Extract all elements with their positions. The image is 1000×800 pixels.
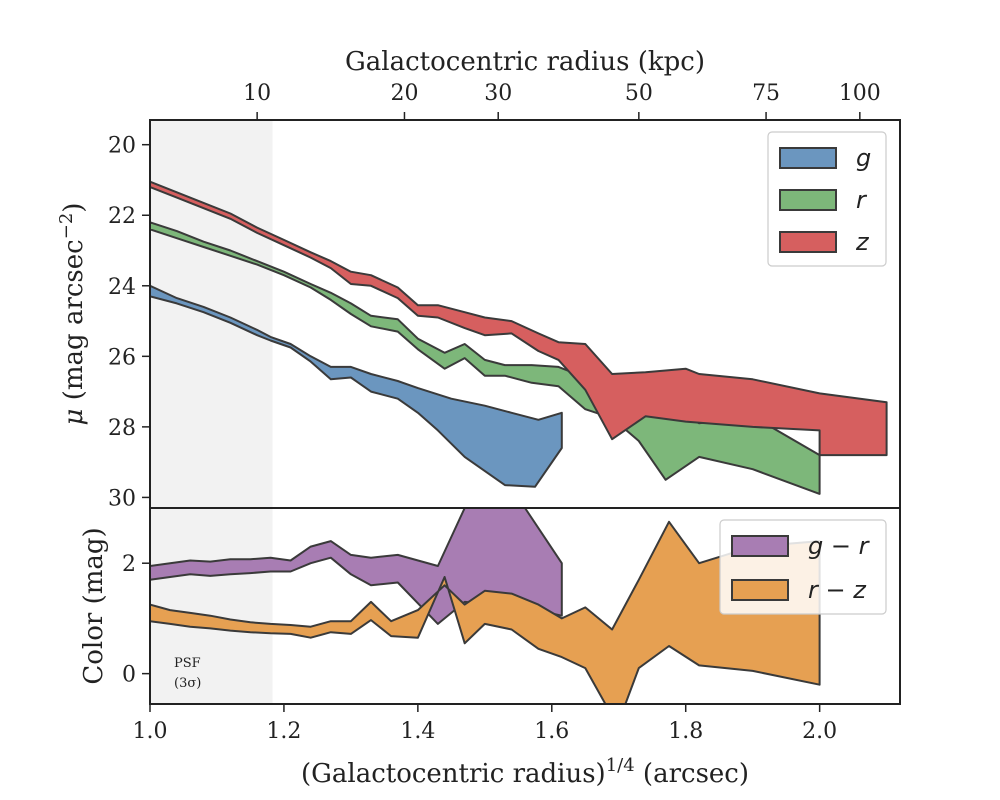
bottom-y-axis-label: Color (mag) <box>79 527 109 684</box>
ylabel-superscript: −2 <box>56 213 77 240</box>
top-legend: grz <box>767 131 887 267</box>
legend-swatch-0 <box>731 535 789 557</box>
legend-label-0: g <box>856 144 871 172</box>
bottom-xtick-label: 2.0 <box>802 719 837 744</box>
bottom-y-ticks: 02 <box>122 552 150 688</box>
legend-swatch-0 <box>779 147 837 169</box>
bottom-x-ticks: 1.0 1.2 1.4 1.6 1.8 2.0 <box>133 704 837 744</box>
top-series-layer <box>150 180 888 495</box>
top-y-ticks: 20 22 24 26 28 30 <box>108 134 150 511</box>
bottom-ytick-label: 0 <box>122 663 136 688</box>
top-y-axis-label: μ (mag arcsec−2) <box>56 203 89 426</box>
bottom-ytick-label: 2 <box>122 552 136 577</box>
top-ytick-label: 24 <box>108 275 136 300</box>
bottom-legend: g − r r − z <box>719 519 887 615</box>
bottom-xtick-label: 1.4 <box>400 719 435 744</box>
psf-annotation-line2: (3σ) <box>174 676 201 691</box>
top-axis-tick-label: 20 <box>390 81 418 106</box>
bottom-xtick-label: 1.6 <box>534 719 569 744</box>
top-ytick-label: 30 <box>108 486 136 511</box>
ylabel-mu: μ <box>59 409 89 426</box>
bottom-xtick-label: 1.2 <box>266 719 301 744</box>
legend-label-0: g − r <box>808 532 871 560</box>
ylabel-units: (mag arcsec <box>59 239 89 408</box>
top-axis-tick-label: 10 <box>243 81 271 106</box>
top-axis-title: Galactocentric radius (kpc) <box>345 47 705 77</box>
xlabel-units: (arcsec) <box>635 759 749 789</box>
bottom-xtick-label: 1.8 <box>668 719 703 744</box>
top-axis-ticks: 10 20 30 50 75 100 <box>243 81 881 120</box>
top-ytick-label: 28 <box>108 416 136 441</box>
psf-annotation-line1: PSF <box>174 656 201 671</box>
legend-label-1: r <box>856 186 868 214</box>
ylabel-close: ) <box>59 203 89 213</box>
top-axis-tick-label: 75 <box>752 81 780 106</box>
top-panel: 20 22 24 26 28 30 10 20 30 50 75 100 Galactocentri… <box>56 47 901 511</box>
xlabel-main: (Galactocentric radius) <box>301 759 606 789</box>
top-ytick-label: 22 <box>108 204 136 229</box>
bottom-panel: 02 1.0 1.2 1.4 1.6 1.8 2.0 PSF (3σ) Color (ma… <box>79 507 901 789</box>
band-color-g-r <box>150 508 563 625</box>
band-g <box>150 284 563 488</box>
legend-label-2: z <box>855 228 870 256</box>
band-color-r-z <box>150 520 821 704</box>
top-axis-tick-label: 30 <box>484 81 512 106</box>
top-ytick-label: 20 <box>108 134 136 159</box>
bottom-series-layer <box>150 508 821 704</box>
legend-swatch-2 <box>779 231 837 253</box>
bottom-x-axis-label: (Galactocentric radius)1/4 (arcsec) <box>301 755 749 789</box>
band-z <box>150 180 888 457</box>
legend-label-1: r − z <box>808 576 867 604</box>
xlabel-superscript: 1/4 <box>606 755 635 776</box>
top-axis-tick-label: 50 <box>625 81 653 106</box>
legend-swatch-1 <box>731 579 789 601</box>
top-ytick-label: 26 <box>108 345 136 370</box>
psf-shaded-region-bottom <box>150 508 273 704</box>
band-r <box>150 221 821 495</box>
top-axis-tick-label: 100 <box>839 81 881 106</box>
legend-swatch-1 <box>779 189 837 211</box>
bottom-xtick-label: 1.0 <box>133 719 168 744</box>
bottom-plot-frame <box>149 507 901 705</box>
